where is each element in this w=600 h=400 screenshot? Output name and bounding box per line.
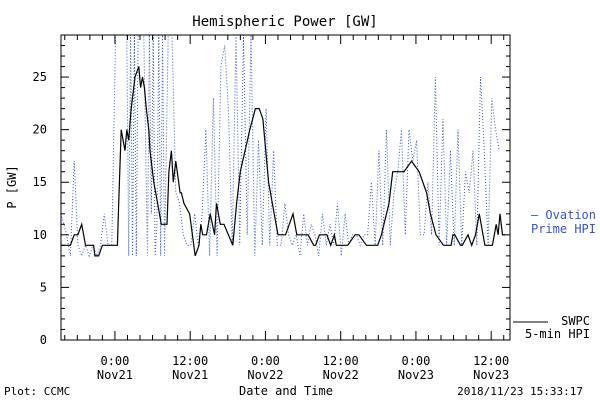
footer-timestamp: 2018/11/23 15:33:17 xyxy=(457,385,583,398)
x-tick-date-label: Nov23 xyxy=(473,368,509,382)
footer-credit: Plot: CCMC xyxy=(4,385,70,398)
y-tick-label: 25 xyxy=(33,70,47,84)
y-tick-label: 0 xyxy=(40,333,47,347)
x-tick-time-label: 0:00 xyxy=(401,354,430,368)
series-line-ovation xyxy=(61,35,500,258)
x-tick-date-label: Nov22 xyxy=(323,368,359,382)
x-tick-time-label: 0:00 xyxy=(100,354,129,368)
x-tick-time-label: 12:00 xyxy=(473,354,509,368)
x-axis-label: Date and Time xyxy=(239,384,333,398)
y-axis-label: P [GW] xyxy=(5,165,19,208)
legend-swpc-line1: SWPC xyxy=(561,314,590,328)
legend-swpc-line2: 5-min HPI xyxy=(525,327,590,341)
x-tick-date-label: Nov23 xyxy=(398,368,434,382)
legend-ovation: — Ovation Prime HPI xyxy=(531,208,596,236)
y-tick-label: 10 xyxy=(33,228,47,242)
legend-ovation-line1: — Ovation xyxy=(531,208,596,222)
legend-ovation-line2: Prime HPI xyxy=(531,222,596,236)
y-tick-label: 15 xyxy=(33,175,47,189)
chart-title: Hemispheric Power [GW] xyxy=(192,14,377,30)
x-axis: 0:00Nov2112:00Nov210:00Nov2212:00Nov220:… xyxy=(64,35,509,382)
x-tick-date-label: Nov22 xyxy=(247,368,283,382)
x-tick-time-label: 12:00 xyxy=(323,354,359,368)
x-tick-time-label: 12:00 xyxy=(172,354,208,368)
y-tick-label: 5 xyxy=(40,280,47,294)
x-tick-date-label: Nov21 xyxy=(97,368,133,382)
legend-swpc: SWPC 5-min HPI xyxy=(513,314,590,341)
y-tick-label: 20 xyxy=(33,123,47,137)
plot-frame xyxy=(60,34,511,341)
x-tick-date-label: Nov21 xyxy=(172,368,208,382)
y-axis: 0 5 10 15 20 25 xyxy=(33,45,510,347)
series-line-swpc xyxy=(61,66,506,257)
x-tick-time-label: 0:00 xyxy=(251,354,280,368)
